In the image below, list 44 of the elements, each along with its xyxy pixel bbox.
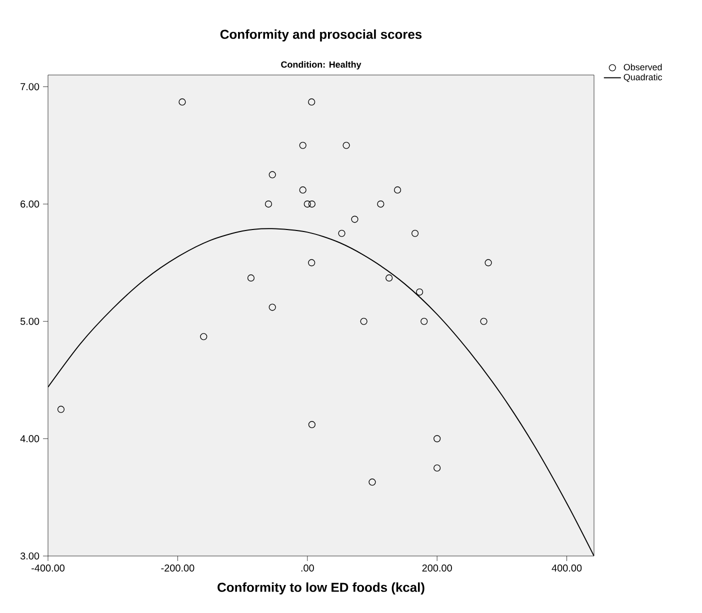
point (434, 435, 441, 442)
point (200, 333, 208, 340)
point (268, 171, 276, 178)
point (178, 98, 186, 106)
point (411, 230, 419, 237)
chart-title: Conformity and prosocial scores (220, 29, 422, 42)
x-tick-label: .00 (301, 564, 314, 572)
point (304, 200, 311, 208)
point (377, 200, 384, 208)
point (299, 142, 306, 149)
point (308, 259, 316, 266)
point (360, 318, 368, 325)
x-tick-label: 200.00 (422, 564, 452, 572)
point (480, 318, 488, 325)
point (268, 304, 276, 311)
point (386, 274, 393, 282)
point (247, 274, 255, 282)
point (342, 142, 350, 149)
y-tick-label: 7.00 (20, 83, 40, 90)
y-tick-label: 5.00 (20, 318, 40, 325)
point (484, 259, 492, 266)
chart-subtitle: Condition: Healthy (281, 61, 362, 70)
x-tick-label: 400.00 (552, 564, 582, 572)
y-tick-label: 6.00 (20, 200, 40, 208)
point (57, 406, 65, 413)
point (420, 318, 428, 325)
y-tick-label: 3.00 (20, 552, 40, 560)
point (394, 186, 402, 194)
point (351, 216, 358, 223)
legend-label: Quadratic (624, 74, 662, 82)
x-axis-title: Conformity to low ED foods (kcal) (218, 582, 424, 594)
x-tick-label: -400.00 (32, 564, 65, 572)
point (264, 200, 272, 208)
point (368, 478, 376, 486)
legend-label: Observed (624, 64, 662, 70)
point (308, 200, 316, 208)
point (308, 421, 316, 428)
point (338, 230, 346, 237)
point (416, 288, 424, 296)
y-tick-label: 4.00 (20, 435, 40, 442)
point (299, 186, 306, 194)
point (434, 464, 441, 472)
point (308, 98, 316, 106)
x-tick-label: -200.00 (161, 564, 194, 572)
